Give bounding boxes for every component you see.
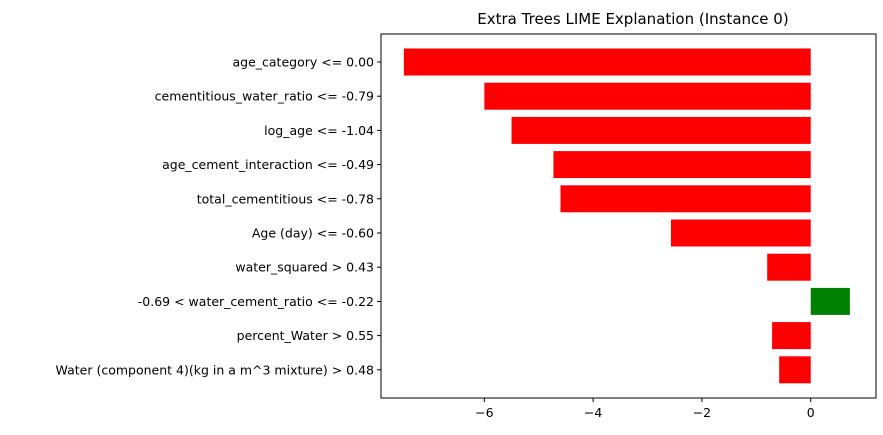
bar-1: [484, 82, 811, 110]
chart-title: Extra Trees LIME Explanation (Instance 0…: [477, 10, 788, 28]
x-tick-label: 0: [807, 405, 815, 420]
bar-5: [670, 219, 811, 247]
y-tick-label: Age (day) <= -0.60: [252, 226, 374, 241]
bar-0: [403, 48, 811, 76]
bar-3: [553, 151, 811, 179]
x-tick-label: −2: [693, 405, 711, 420]
x-axis-ticks: −6 −4 −2 0: [475, 398, 815, 420]
bar-2: [511, 116, 811, 144]
y-tick-label: percent_Water > 0.55: [237, 328, 374, 343]
bar-4: [560, 185, 811, 213]
bars-group: [403, 48, 850, 384]
bar-6: [767, 253, 811, 281]
y-tick-label: total_cementitious <= -0.78: [197, 191, 374, 206]
plot-frame: [380, 33, 877, 399]
y-tick-label: age_category <= 0.00: [232, 55, 374, 70]
bar-9: [779, 356, 811, 384]
y-tick-label: Water (component 4)(kg in a m^3 mixture)…: [56, 362, 375, 377]
bar-7: [810, 287, 850, 315]
bar-8: [772, 322, 811, 350]
y-tick-label: age_cement_interaction <= -0.49: [162, 157, 374, 172]
y-tick-label: water_squared > 0.43: [235, 260, 374, 275]
y-tick-label: cementitious_water_ratio <= -0.79: [155, 89, 374, 104]
x-tick-label: −6: [475, 405, 493, 420]
y-tick-label: -0.69 < water_cement_ratio <= -0.22: [138, 294, 374, 309]
x-tick-label: −4: [584, 405, 602, 420]
y-tick-label: log_age <= -1.04: [264, 123, 374, 138]
y-axis-ticks: age_category <= 0.00 cementitious_water_r…: [56, 55, 381, 377]
